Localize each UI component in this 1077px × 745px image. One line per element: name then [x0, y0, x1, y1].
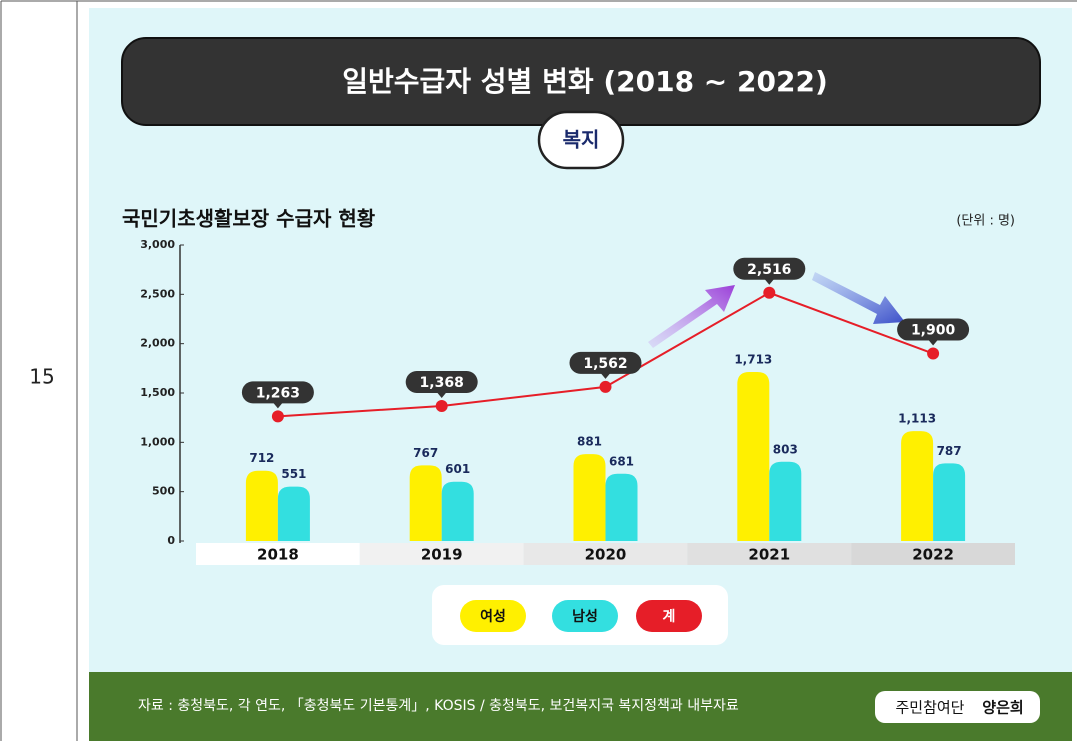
- bar: [409, 465, 442, 541]
- bar-value-label: 1,113: [898, 412, 936, 426]
- total-value-label: 1,900: [911, 323, 956, 339]
- y-tick-label: 3,000: [140, 238, 175, 251]
- bar: [573, 454, 606, 541]
- total-label-pointer: [436, 392, 447, 399]
- bar: [441, 481, 474, 541]
- badge-text: 복지: [563, 128, 600, 152]
- y-tick-label: 1,500: [140, 386, 175, 399]
- total-value-label: 1,562: [583, 356, 627, 372]
- x-tick-label: 2022: [912, 546, 954, 564]
- badge: [537, 110, 625, 170]
- category-band: [851, 543, 1015, 565]
- total-label-bg: [405, 371, 478, 394]
- y-tick-label: 0: [167, 534, 175, 547]
- category-band: [359, 543, 524, 565]
- total-point: [927, 347, 940, 360]
- bar: [277, 486, 310, 541]
- category-band: [196, 543, 360, 565]
- bar: [933, 463, 966, 541]
- total-label-bg: [733, 257, 806, 280]
- legend-swatch: [636, 600, 702, 632]
- reporter-role: 주민참여단: [895, 699, 964, 717]
- bar: [245, 470, 278, 541]
- legend-label: 남성: [572, 608, 598, 625]
- reporter-name: 양은희: [982, 699, 1023, 717]
- total-label-bg: [897, 318, 970, 341]
- bar-value-label: 712: [249, 451, 274, 465]
- legend-label: 여성: [480, 608, 506, 625]
- bar-value-label: 551: [281, 467, 306, 481]
- total-label-pointer: [764, 278, 775, 285]
- y-tick-label: 2,000: [140, 337, 175, 350]
- y-tick-label: 1,000: [140, 435, 175, 448]
- category-band: [687, 543, 852, 565]
- chart-subtitle: 국민기초생활보장 수급자 현황: [122, 207, 376, 231]
- bar: [901, 431, 934, 541]
- y-tick-label: 500: [152, 485, 175, 498]
- total-value-label: 1,263: [256, 385, 300, 401]
- bar-value-label: 803: [773, 442, 798, 456]
- bar-value-label: 681: [609, 454, 634, 468]
- total-point: [599, 380, 612, 393]
- x-tick-label: 2020: [585, 546, 627, 564]
- x-tick-label: 2018: [257, 546, 299, 564]
- total-label-pointer: [600, 372, 611, 379]
- x-tick-label: 2021: [748, 546, 790, 564]
- total-label-pointer: [928, 339, 939, 346]
- unit-label: (단위 : 명): [956, 214, 1015, 229]
- trend-arrow: [648, 285, 735, 348]
- total-label-pointer: [272, 402, 283, 409]
- source-text: 자료 : 충청북도, 각 연도, 「충청북도 기본통계」, KOSIS / 충청…: [138, 698, 739, 714]
- legend-label: 계: [663, 609, 676, 625]
- bar-value-label: 1,713: [734, 352, 772, 366]
- row-number: 15: [29, 365, 54, 389]
- total-label-bg: [241, 381, 314, 404]
- total-value-label: 1,368: [420, 375, 464, 391]
- y-tick-label: 2,500: [140, 287, 175, 300]
- x-tick-label: 2019: [421, 546, 463, 564]
- reporter-pill: [875, 691, 1040, 723]
- legend-swatch: [460, 600, 526, 632]
- category-band: [523, 543, 688, 565]
- trend-arrow: [812, 272, 905, 324]
- bar: [769, 461, 802, 541]
- bar: [737, 371, 770, 541]
- bar-value-label: 787: [937, 444, 962, 458]
- total-label-bg: [569, 351, 642, 374]
- chart-title: 일반수급자 성별 변화 (2018 ~ 2022): [342, 65, 828, 98]
- bar: [605, 473, 638, 541]
- total-point: [271, 410, 284, 423]
- bar-value-label: 601: [445, 462, 470, 476]
- bar-value-label: 881: [577, 435, 602, 449]
- total-value-label: 2,516: [747, 262, 791, 278]
- legend-swatch: [552, 600, 618, 632]
- total-point: [435, 400, 448, 413]
- total-point: [763, 286, 776, 299]
- bar-value-label: 767: [413, 446, 438, 460]
